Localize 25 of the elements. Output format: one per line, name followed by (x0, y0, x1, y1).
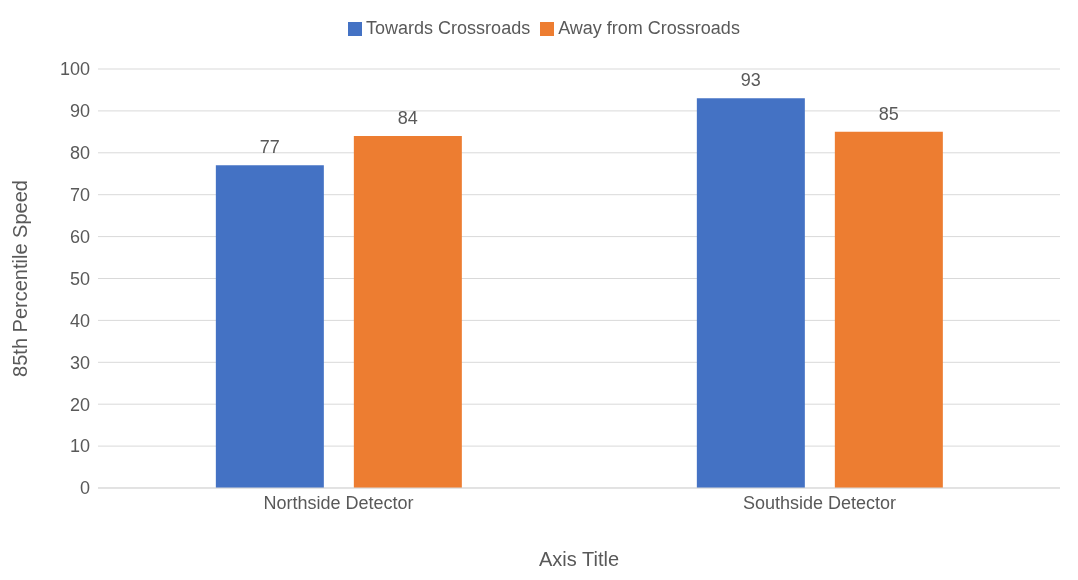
y-tick-label: 30 (69, 352, 90, 373)
y-tick-label: 60 (69, 226, 90, 247)
data-label: 84 (397, 108, 418, 129)
y-tick-label: 100 (59, 59, 90, 80)
data-label: 93 (740, 70, 761, 91)
legend-label: Towards Crossroads (366, 18, 531, 38)
x-tick-label: Northside Detector (263, 492, 414, 513)
y-tick-label: 90 (69, 101, 90, 122)
x-axis-title: Axis Title (538, 548, 620, 570)
data-label: 85 (878, 103, 899, 124)
y-tick-label: 20 (69, 394, 90, 415)
y-tick-label: 50 (69, 268, 90, 289)
y-tick-label: 40 (69, 310, 90, 331)
x-tick-label: Southside Detector (742, 492, 897, 513)
y-tick-label: 70 (69, 185, 90, 206)
y-tick-label: 0 (79, 478, 90, 499)
legend-label: Away from Crossroads (558, 18, 740, 38)
bar (353, 136, 462, 488)
bar (834, 131, 943, 488)
y-tick-label: 10 (69, 436, 90, 457)
bar (215, 165, 324, 488)
data-label: 77 (259, 137, 280, 158)
y-tick-label: 80 (69, 143, 90, 164)
bar (696, 98, 805, 488)
y-axis-title: 85th Percentile Speed (9, 180, 32, 377)
